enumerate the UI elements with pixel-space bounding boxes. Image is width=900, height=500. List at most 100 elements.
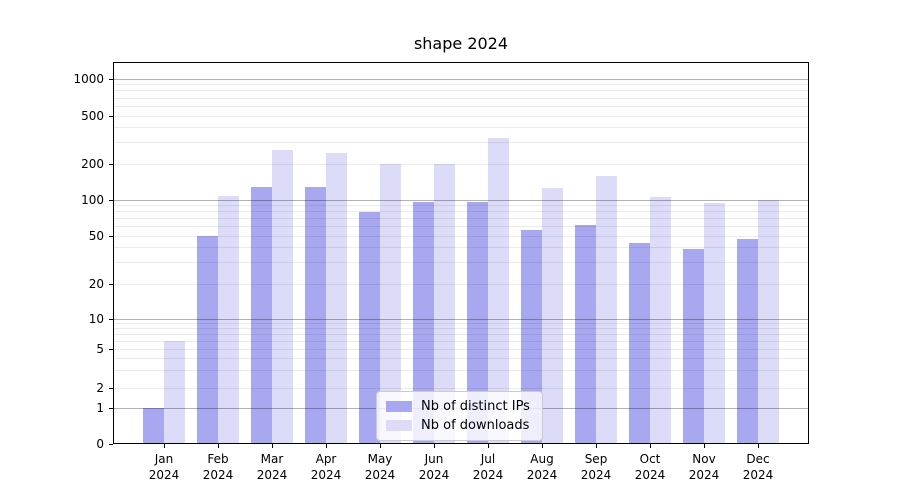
y-gridline-minor [113,97,809,99]
bar-distinct-ips [737,239,758,443]
x-tick-label: Jan 2024 [137,451,191,483]
y-tick-label: 1000 [73,72,104,86]
y-tick [109,283,113,285]
bar-distinct-ips [683,249,704,443]
x-tick [325,444,327,448]
bar-downloads [272,149,293,443]
y-tick [109,348,113,350]
x-tick-label: Jul 2024 [461,451,515,483]
y-gridline-minor [113,105,809,107]
bar-distinct-ips [197,236,218,443]
x-tick [217,444,219,448]
y-tick [109,318,113,320]
x-tick-label-year: 2024 [742,468,774,482]
bar-distinct-ips [305,186,326,443]
bar-distinct-ips [143,408,164,443]
x-tick [487,444,489,448]
legend-label-distinct-ips: Nb of distinct IPs [421,399,530,414]
bar-downloads [164,341,185,443]
plot-frame [113,62,809,444]
legend-label-downloads: Nb of downloads [421,418,530,433]
x-tick-label-year: 2024 [580,468,612,482]
bar-downloads [704,202,725,443]
y-tick-label: 20 [88,277,104,291]
x-tick [271,444,273,448]
x-tick-label: Oct 2024 [623,451,677,483]
x-tick-label: Nov 2024 [677,451,731,483]
y-gridline-minor [113,226,809,228]
legend: Nb of distinct IPs Nb of downloads [376,391,543,441]
y-tick-label: 1 [96,401,104,415]
bar-downloads [326,153,347,443]
y-tick-label: 2 [96,381,104,395]
x-tick-label: Sep 2024 [569,451,623,483]
y-gridline-minor [113,323,809,325]
y-tick-label: 200 [81,157,104,171]
legend-swatch-downloads [386,420,412,431]
x-tick-label-year: 2024 [310,468,342,482]
y-tick-label: 0 [96,437,104,451]
y-gridline-minor [113,387,809,389]
y-tick-label: 50 [88,229,104,243]
y-gridline-major [113,78,809,80]
x-tick-label-year: 2024 [634,468,666,482]
y-tick [109,163,113,165]
x-tick-label: Feb 2024 [191,451,245,483]
y-gridline-minor [113,218,809,220]
x-tick-label: Apr 2024 [299,451,353,483]
y-gridline-minor [113,204,809,206]
y-gridline-major [113,318,809,320]
y-gridline-minor [113,115,809,117]
y-gridline-minor [113,283,809,285]
y-gridline-minor [113,348,809,350]
bar-downloads [218,196,239,443]
y-tick [109,115,113,117]
x-tick [379,444,381,448]
y-gridline-minor [113,333,809,335]
x-tick-label-year: 2024 [418,468,450,482]
x-tick-label-year: 2024 [526,468,558,482]
y-gridline-minor [113,163,809,165]
y-tick-label: 10 [88,312,104,326]
y-gridline-minor [113,127,809,129]
y-gridline-minor [113,142,809,144]
bar-downloads [596,175,617,443]
y-gridline-minor [113,262,809,264]
y-gridline-minor [113,235,809,237]
y-tick [109,407,113,409]
y-tick [109,387,113,389]
y-gridline-minor [113,340,809,342]
legend-item-distinct-ips: Nb of distinct IPs [386,399,533,414]
y-tick [109,235,113,237]
y-gridline-minor [113,84,809,86]
x-tick-label: Dec 2024 [731,451,785,483]
x-tick-label: Jun 2024 [407,451,461,483]
y-tick [109,199,113,201]
x-tick-label: May 2024 [353,451,407,483]
x-tick-label-year: 2024 [148,468,180,482]
y-gridline-minor [113,211,809,213]
x-tick-label-year: 2024 [472,468,504,482]
y-gridline-minor [113,357,809,359]
y-tick [109,78,113,80]
x-tick [163,444,165,448]
bar-distinct-ips [251,186,272,443]
bar-distinct-ips [575,224,596,443]
x-tick-label: Mar 2024 [245,451,299,483]
x-tick-label-year: 2024 [256,468,288,482]
y-tick [109,443,113,445]
bar-downloads [542,187,563,443]
y-tick-label: 500 [81,109,104,123]
bar-distinct-ips [629,242,650,443]
y-tick-label: 5 [96,342,104,356]
x-tick [649,444,651,448]
legend-item-downloads: Nb of downloads [386,418,533,433]
y-gridline-major [113,199,809,201]
y-gridline-minor [113,328,809,330]
x-tick [757,444,759,448]
y-gridline-minor [113,90,809,92]
x-tick-label: Aug 2024 [515,451,569,483]
y-tick-label: 100 [81,193,104,207]
x-tick [595,444,597,448]
